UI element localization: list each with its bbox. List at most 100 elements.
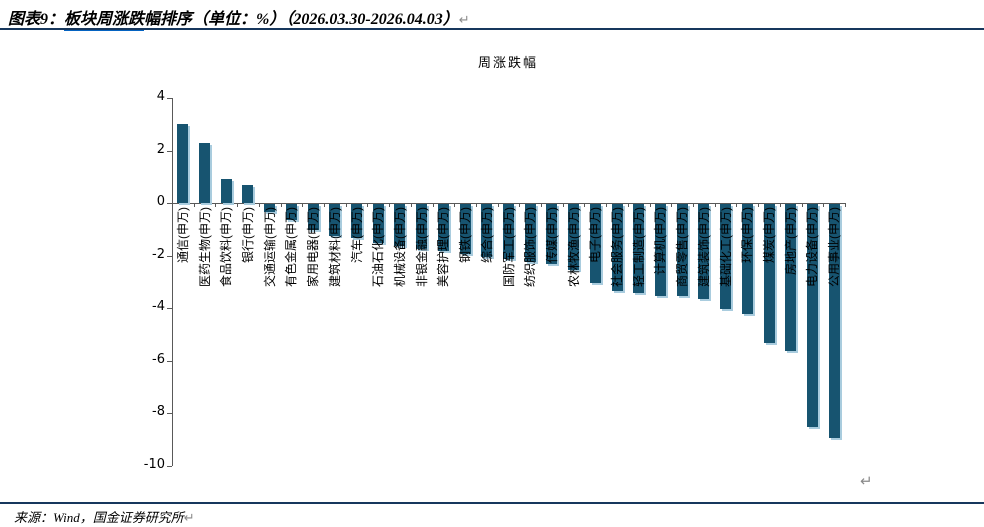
- bar[interactable]: [503, 204, 514, 259]
- bar[interactable]: [394, 204, 405, 246]
- bar[interactable]: [677, 204, 688, 296]
- bar[interactable]: [329, 204, 340, 236]
- x-axis-tick: [324, 203, 325, 207]
- bar[interactable]: [655, 204, 666, 296]
- category-label: 传媒(申万): [545, 207, 559, 263]
- bar[interactable]: [807, 204, 818, 427]
- bar[interactable]: [829, 204, 840, 438]
- category-label: 通信(申万): [176, 207, 190, 263]
- category-label: 计算机(申万): [653, 207, 667, 275]
- y-axis-tick-label: -4: [152, 299, 165, 314]
- category-label: 商贸零售(申万): [675, 207, 689, 287]
- bar[interactable]: [373, 204, 384, 243]
- y-axis-tick-label: -2: [152, 247, 165, 262]
- figure-number: 图表9：: [8, 11, 65, 28]
- category-label: 汽车(申万): [350, 207, 364, 263]
- y-axis-line: [172, 98, 173, 466]
- source-return-mark: ↵: [183, 510, 195, 525]
- x-axis-tick: [281, 203, 282, 207]
- category-label: 公用事业(申万): [827, 207, 841, 287]
- category-label: 医药生物(申万): [198, 207, 212, 287]
- category-label: 电力设备(申万): [805, 207, 819, 287]
- y-axis-tick-label: 2: [156, 142, 165, 157]
- category-label: 社会服务(申万): [610, 207, 624, 287]
- figure-caption: 图表9：板块周涨跌幅排序（单位：%）（2026.03.30-2026.04.03…: [8, 5, 470, 31]
- category-label: 建筑装饰(申万): [697, 207, 711, 287]
- y-axis-tick-label: -8: [152, 404, 165, 419]
- bar[interactable]: [438, 204, 449, 251]
- x-axis-tick: [302, 203, 303, 207]
- x-axis-tick: [215, 203, 216, 207]
- category-label: 食品饮料(申万): [219, 207, 233, 287]
- category-label: 交通运输(申万): [263, 207, 277, 287]
- category-label: 美容护理(申万): [436, 207, 450, 287]
- y-axis-tick: [167, 203, 172, 204]
- y-axis-tick-label: 4: [156, 89, 165, 104]
- y-axis-tick-label: -6: [152, 352, 165, 367]
- bar[interactable]: [785, 204, 796, 351]
- bar[interactable]: [221, 179, 232, 203]
- paragraph-return-mark: ↵: [458, 12, 470, 27]
- figure-title-rest: 幅排序（单位：%）（2026.03.30-2026.04.03）: [144, 11, 459, 28]
- bar[interactable]: [416, 204, 427, 249]
- bar[interactable]: [242, 185, 253, 203]
- source-text: 来源：Wind，国金证券研究所: [14, 510, 184, 525]
- y-axis-tick: [167, 361, 172, 362]
- x-axis-tick: [584, 203, 585, 207]
- bar[interactable]: [460, 204, 471, 254]
- category-label: 国防军工(申万): [502, 207, 516, 287]
- bar[interactable]: [264, 204, 275, 212]
- x-axis-tick: [389, 203, 390, 207]
- category-label: 农林牧渔(申万): [567, 207, 581, 287]
- bar[interactable]: [286, 204, 297, 220]
- bar[interactable]: [351, 204, 362, 238]
- x-axis-tick: [780, 203, 781, 207]
- x-axis-tick: [172, 203, 173, 207]
- figure-title-underlined[interactable]: 板块周涨跌: [64, 11, 145, 31]
- category-label: 有色金属(申万): [284, 207, 298, 287]
- x-axis-tick: [628, 203, 629, 207]
- bar[interactable]: [720, 204, 731, 309]
- bar[interactable]: [612, 204, 623, 291]
- y-axis-tick: [167, 151, 172, 152]
- x-axis-tick: [715, 203, 716, 207]
- y-axis-tick: [167, 308, 172, 309]
- bar[interactable]: [481, 204, 492, 257]
- x-axis-tick: [346, 203, 347, 207]
- x-axis-tick: [823, 203, 824, 207]
- x-axis-tick: [519, 203, 520, 207]
- x-axis-tick: [563, 203, 564, 207]
- x-axis-tick: [758, 203, 759, 207]
- category-label: 银行(申万): [241, 207, 255, 263]
- category-label: 轻工制造(申万): [632, 207, 646, 287]
- bar[interactable]: [177, 124, 188, 203]
- bar[interactable]: [764, 204, 775, 343]
- x-axis-tick: [671, 203, 672, 207]
- x-axis-tick: [693, 203, 694, 207]
- category-label: 房地产(申万): [784, 207, 798, 275]
- category-label: 环保(申万): [740, 207, 754, 263]
- bar[interactable]: [199, 143, 210, 203]
- bottom-divider-line: [0, 502, 984, 504]
- x-axis-tick: [606, 203, 607, 207]
- x-axis-tick: [650, 203, 651, 207]
- category-label: 基础化工(申万): [719, 207, 733, 287]
- y-axis-tick: [167, 413, 172, 414]
- bar[interactable]: [742, 204, 753, 314]
- bar[interactable]: [590, 204, 601, 283]
- x-axis-line: [172, 203, 845, 204]
- x-axis-tick: [845, 203, 846, 207]
- x-axis-tick: [541, 203, 542, 207]
- bar[interactable]: [308, 204, 319, 230]
- x-axis-tick: [367, 203, 368, 207]
- category-label: 电子(申万): [588, 207, 602, 263]
- bar[interactable]: [698, 204, 709, 299]
- bar[interactable]: [568, 204, 579, 270]
- bar[interactable]: [546, 204, 557, 264]
- bar[interactable]: [525, 204, 536, 262]
- category-label: 建筑材料(申万): [328, 207, 342, 287]
- y-axis-tick: [167, 256, 172, 257]
- chart-title: 周涨跌幅: [477, 55, 538, 70]
- bar[interactable]: [633, 204, 644, 293]
- x-axis-tick: [476, 203, 477, 207]
